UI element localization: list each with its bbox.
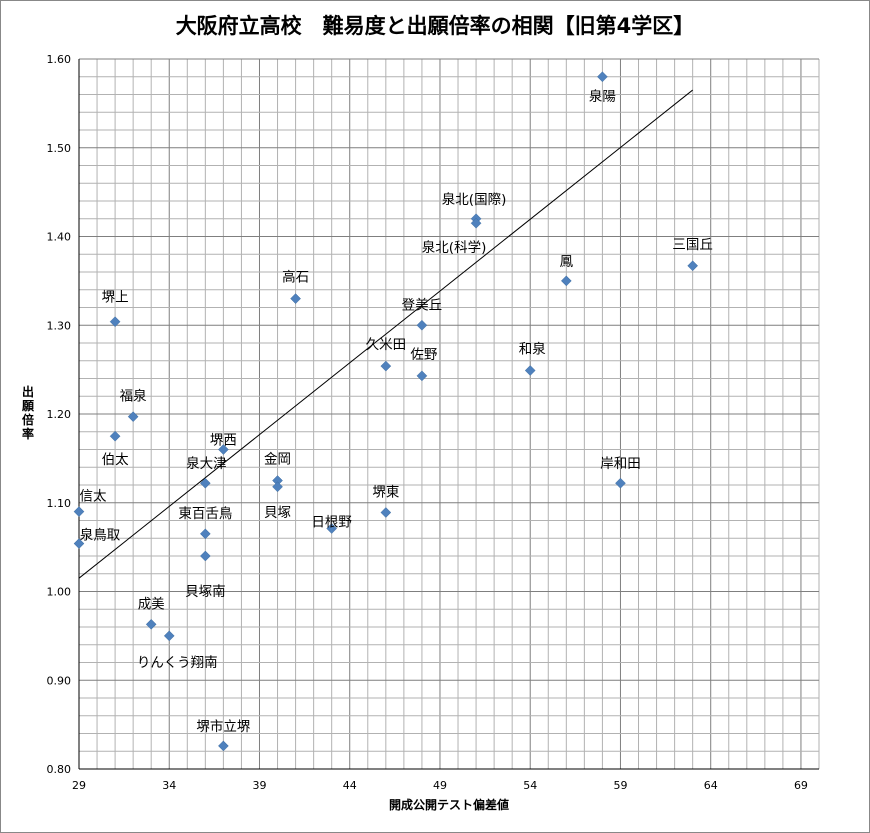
data-label: 成美: [138, 596, 165, 612]
data-label: 伯太: [102, 452, 129, 468]
data-point: [163, 630, 175, 642]
y-tick-label: 0.80: [47, 763, 72, 776]
data-point: [380, 360, 392, 372]
data-point: [380, 507, 392, 518]
grid: [78, 58, 820, 770]
x-tick-label: 59: [613, 779, 627, 792]
data-point: [416, 370, 428, 382]
data-point: [326, 523, 338, 534]
data-point: [109, 316, 121, 328]
data-point: [687, 260, 699, 272]
x-tick-label: 49: [433, 779, 447, 792]
data-point: [199, 550, 211, 562]
data-label: 泉大津: [186, 455, 227, 472]
data-point: [524, 365, 536, 376]
data-label: 東百舌鳥: [178, 506, 232, 522]
data-label: りんくう翔南: [137, 655, 218, 671]
data-label: 貝塚: [264, 505, 291, 521]
x-tick-label: 39: [252, 779, 266, 792]
axes: 29 34 39 44 49 54 59 64 69 0.80 0.90 1.00 1.10 1.20 1.…: [47, 53, 819, 792]
y-tick-label: 1.60: [47, 53, 72, 66]
data-point: [615, 477, 626, 489]
data-label: 久米田: [366, 337, 407, 353]
data-label: 堺上: [102, 290, 129, 306]
y-tick-label: 1.40: [47, 231, 72, 244]
data-label: 堺市立堺: [196, 718, 250, 735]
data-label: 鳳: [560, 254, 574, 270]
data-label: 岸和田: [600, 456, 641, 472]
data-point: [470, 217, 482, 229]
chart-title: 大阪府立高校 難易度と出願倍率の相関【旧第4学区】: [175, 14, 695, 38]
y-tick-label: 1.20: [47, 408, 72, 421]
data-point: [145, 618, 157, 630]
data-point: [272, 481, 283, 493]
data-label: 堺東: [372, 485, 399, 501]
x-tick-label: 44: [343, 779, 357, 792]
data-points: [73, 71, 699, 752]
data-point: [127, 411, 139, 423]
data-label: 泉北(国際): [442, 191, 507, 208]
y-tick-label: 1.50: [47, 142, 72, 155]
data-point: [290, 293, 301, 304]
data-label: 堺西: [210, 433, 237, 449]
y-tick-label: 0.90: [47, 674, 72, 687]
data-label: 佐野: [410, 347, 437, 363]
x-tick-label: 69: [794, 779, 808, 792]
data-label: 貝塚南: [185, 584, 226, 600]
trendline: [78, 89, 693, 579]
data-point: [109, 430, 121, 442]
x-tick-label: 64: [704, 779, 718, 792]
y-axis-label: 出願倍率: [21, 385, 34, 441]
x-tick-label: 34: [162, 779, 176, 792]
data-point: [218, 740, 229, 752]
data-point: [199, 477, 211, 489]
data-point: [218, 444, 229, 455]
data-point: [73, 506, 85, 517]
data-label: 泉北(科学): [422, 239, 487, 256]
data-point: [597, 71, 608, 83]
data-label: 金岡: [264, 452, 291, 468]
y-tick-label: 1.10: [47, 497, 72, 510]
trendline-group: [78, 89, 693, 579]
x-tick-label: 54: [523, 779, 537, 792]
data-label: 和泉: [519, 341, 547, 358]
data-label: 福泉: [120, 388, 147, 405]
x-axis-label: 開成公開テスト偏差値: [388, 798, 509, 812]
data-label: 泉陽: [589, 88, 616, 105]
x-tick-label: 29: [72, 779, 86, 792]
y-tick-label: 1.00: [47, 586, 72, 599]
data-point: [199, 528, 211, 540]
data-point: [416, 319, 428, 331]
data-label: 泉鳥取: [80, 527, 121, 544]
data-point: [73, 538, 85, 549]
data-label: 高石: [282, 269, 309, 286]
y-tick-label: 1.30: [47, 319, 72, 332]
data-point: [560, 275, 572, 287]
data-label: 日根野: [311, 514, 352, 530]
data-label: 信太: [80, 489, 107, 505]
data-label: 三国丘: [672, 237, 713, 253]
data-label: 登美丘: [402, 297, 443, 313]
